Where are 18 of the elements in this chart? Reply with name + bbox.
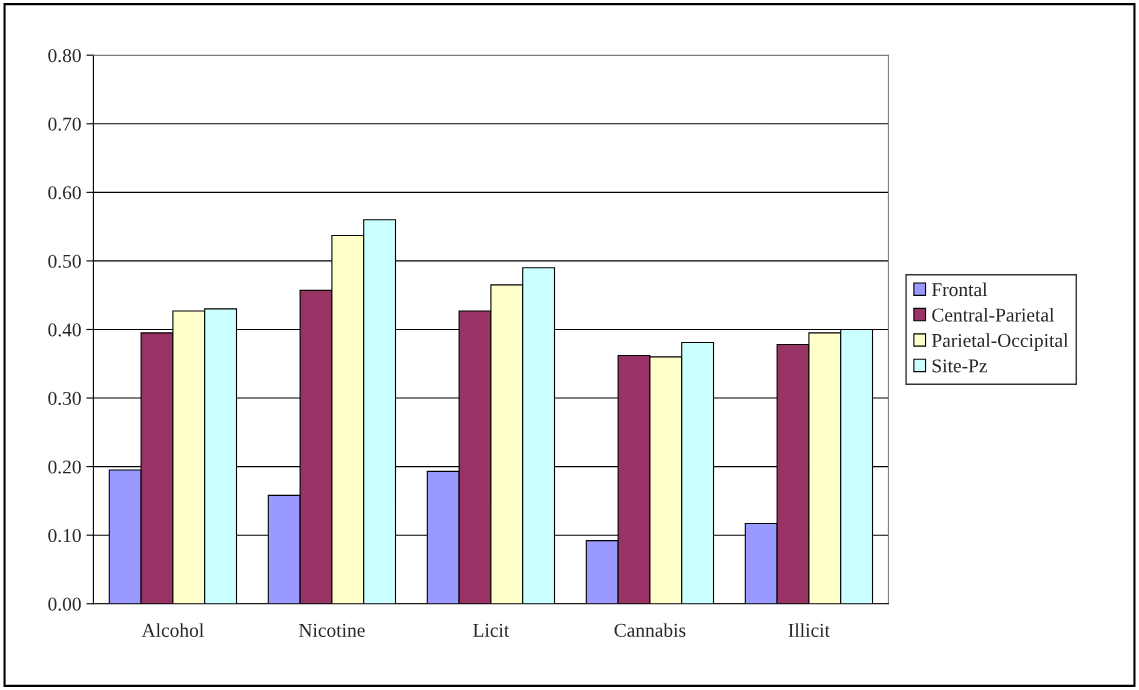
y-tick-label: 0.20 <box>48 460 81 474</box>
x-tick-label: Illicit <box>788 623 830 637</box>
x-tick-label: Licit <box>473 623 510 637</box>
x-tick-label: Cannabis <box>614 623 686 637</box>
y-tick-label: 0.80 <box>48 49 81 63</box>
legend-label: Frontal <box>931 282 988 297</box>
y-tick-label: 0.40 <box>48 323 81 337</box>
y-tick-label: 0.30 <box>48 391 81 406</box>
legend-label: Parietal-Occipital <box>931 333 1069 351</box>
x-tick-label: Alcohol <box>141 623 204 637</box>
legend-label: Central-Parietal <box>932 307 1055 322</box>
y-tick-label: 0.10 <box>48 529 81 543</box>
y-tick-label: 0.50 <box>48 254 81 268</box>
y-tick-label: 0.00 <box>48 597 81 611</box>
y-tick-label: 0.70 <box>48 117 81 131</box>
y-tick-label: 0.60 <box>48 186 81 200</box>
legend-label: Site-Pz <box>932 359 987 373</box>
x-tick-label: Nicotine <box>298 623 365 637</box>
